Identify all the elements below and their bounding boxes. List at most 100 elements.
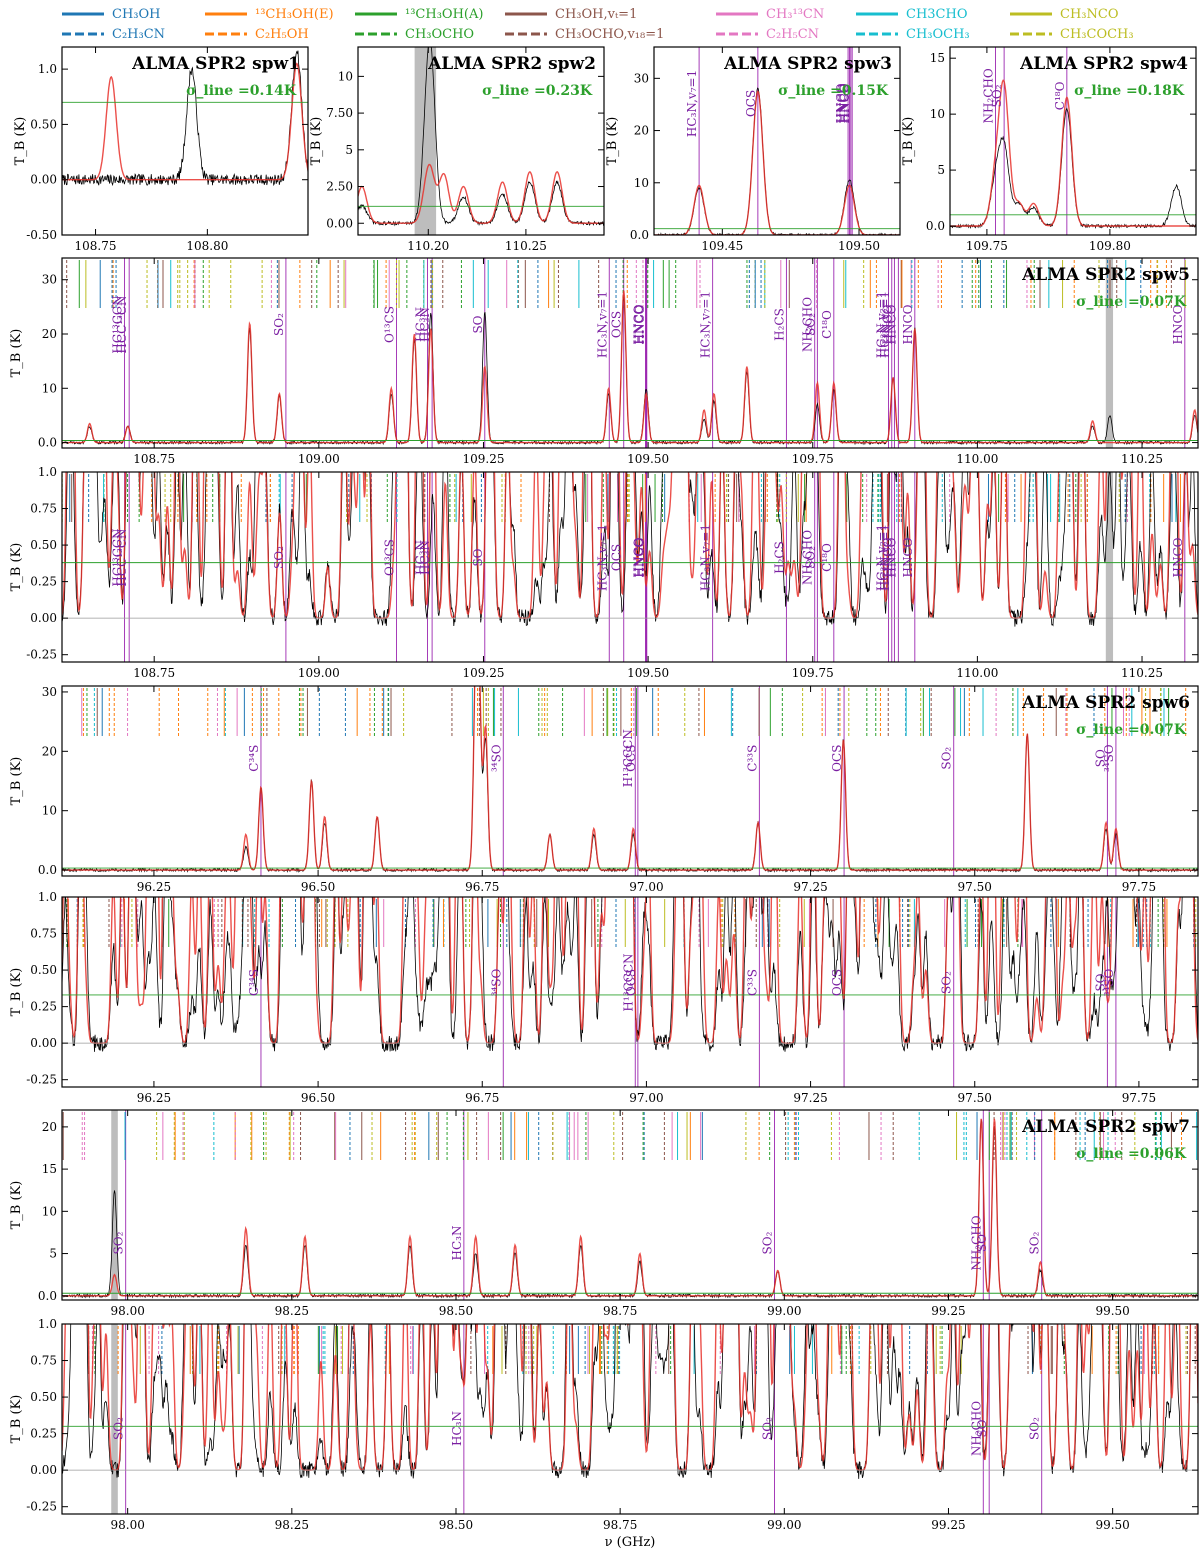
model-spectrum — [950, 79, 1196, 227]
y-tick-label: 0.0 — [38, 1289, 57, 1303]
line-label: HNCO — [633, 304, 647, 344]
plot-frame — [61, 1109, 1199, 1301]
line-label: ³⁴SO — [489, 969, 503, 997]
plot-frame — [61, 257, 1199, 449]
line-label: C³³S — [745, 969, 759, 996]
line-label: HNCO — [901, 304, 915, 344]
x-tick-label: 96.50 — [301, 1091, 335, 1105]
line-label: HNCO — [901, 537, 915, 577]
y-tick-label: 0.25 — [30, 575, 57, 589]
y-tick-label: -0.25 — [26, 1073, 57, 1087]
x-tick-label: 110.00 — [956, 452, 998, 466]
y-axis-label: T_B (K) — [901, 117, 916, 166]
line-label: C³³S — [745, 745, 759, 772]
legend: CH₃OH C₂H₃CN ¹³CH₃OH(E) C₂H₅OH ¹³CH₃OH(A) CH₃… — [62, 7, 1134, 42]
sigma-line-label: σ_line =0.18K — [1074, 83, 1185, 99]
line-label: HC₃N,v₇=1 — [595, 291, 609, 358]
y-axis-label: T_B (K) — [9, 543, 24, 592]
x-tick-label: 108.75 — [133, 452, 175, 466]
x-tick-label: 109.50 — [627, 452, 669, 466]
panel-title: ALMA SPR2 spw4 — [1019, 54, 1188, 74]
legend-label: CH₃OCHO,v₁₈=1 — [555, 27, 664, 42]
y-tick-label: 7.50 — [326, 106, 353, 120]
y-tick-label: 10 — [930, 107, 945, 121]
line-label: HC₃N,v₇=1 — [874, 291, 888, 358]
x-tick-label: 110.25 — [505, 239, 547, 253]
line-label: HC¹³CCN — [111, 528, 125, 586]
flagged-band — [1105, 472, 1114, 662]
sigma-line-label: σ_line =0.23K — [482, 83, 593, 99]
observed-spectrum — [62, 1119, 1198, 1299]
x-tick-label: 96.75 — [465, 1091, 499, 1105]
x-tick-label: 96.25 — [137, 880, 171, 894]
plot-frame — [61, 46, 309, 236]
line-label: ³⁴SO — [489, 744, 503, 772]
observed-spectrum — [62, 50, 308, 187]
y-tick-label: 0.00 — [30, 1463, 57, 1477]
observed-spectrum — [62, 472, 1198, 627]
y-tick-label: 0.75 — [30, 1354, 57, 1368]
line-label: HNCO — [838, 83, 852, 123]
plot-frame — [61, 896, 1199, 1088]
model-spectrum — [62, 472, 1198, 619]
y-axis-label: T_B (K) — [13, 117, 28, 166]
sigma-line-label: σ_line =0.06K — [1076, 1146, 1187, 1162]
x-tick-label: 109.75 — [792, 452, 834, 466]
x-tick-label: 97.00 — [629, 1091, 663, 1105]
x-tick-label: 109.25 — [462, 666, 504, 680]
x-tick-label: 97.25 — [793, 1091, 827, 1105]
panels: 108.75 108.80 -0.50 0.00 0.50 1.0 T_B (K) ALMA … — [9, 46, 1199, 1532]
line-label: HC₃N — [418, 540, 432, 575]
line-label: OCS — [610, 311, 624, 338]
legend-label: ¹³CH₃OH(A) — [405, 7, 483, 22]
line-label: SO₂ — [803, 313, 817, 336]
panel-title: ALMA SPR2 spw6 — [1021, 693, 1190, 713]
y-tick-label: 10 — [42, 804, 57, 818]
model-spectrum — [62, 897, 1198, 1044]
model-spectrum — [62, 1324, 1198, 1471]
line-label: NH₂CHO — [969, 1215, 983, 1270]
line-label: OCS — [610, 544, 624, 571]
plot-frame — [61, 1323, 1199, 1515]
line-label: O¹³CS — [383, 306, 397, 343]
x-tick-label: 109.00 — [298, 666, 340, 680]
line-label: HNCO — [880, 537, 894, 577]
y-tick-label: 5 — [345, 143, 353, 157]
legend-label: CH₃¹³CN — [766, 7, 824, 22]
sigma-line-label: σ_line =0.15K — [778, 83, 889, 99]
y-tick-label: 20 — [42, 744, 57, 758]
y-tick-label: 5 — [937, 163, 945, 177]
x-tick-label: 109.80 — [1089, 239, 1131, 253]
legend-label: ¹³CH₃OH(E) — [255, 7, 334, 22]
y-tick-label: 20 — [42, 327, 57, 341]
model-spectrum — [62, 290, 1198, 444]
y-tick-label: 15 — [42, 1162, 57, 1176]
line-label: SO — [1093, 973, 1107, 991]
line-label: SO₂ — [760, 1417, 774, 1440]
y-axis-label: T_B (K) — [9, 757, 24, 806]
line-label: SO — [1093, 749, 1107, 767]
y-tick-label: 0.50 — [30, 963, 57, 977]
line-label: C³⁴S — [247, 969, 261, 996]
y-tick-label: 0.75 — [30, 502, 57, 516]
x-tick-label: 99.00 — [767, 1304, 801, 1318]
x-tick-label: 110.25 — [1121, 452, 1163, 466]
legend-label: CH₃OH,vₜ=1 — [555, 7, 637, 22]
x-tick-label: 99.50 — [1095, 1518, 1129, 1532]
x-tick-label: 98.75 — [603, 1304, 637, 1318]
flagged-band — [111, 1110, 118, 1300]
line-label: HC₃N,v₇=1 — [685, 70, 699, 137]
flagged-band — [111, 1324, 118, 1514]
flagged-band — [1105, 258, 1114, 448]
x-tick-label: 98.75 — [603, 1518, 637, 1532]
line-label: SO₂ — [112, 1231, 126, 1254]
plot-frame — [61, 471, 1199, 663]
line-label: HC₃N,v₇=1 — [878, 524, 892, 591]
x-tick-label: 110.00 — [956, 666, 998, 680]
x-tick-label: 99.00 — [767, 1518, 801, 1532]
line-label: HC₃N,v₇=1 — [874, 524, 888, 591]
